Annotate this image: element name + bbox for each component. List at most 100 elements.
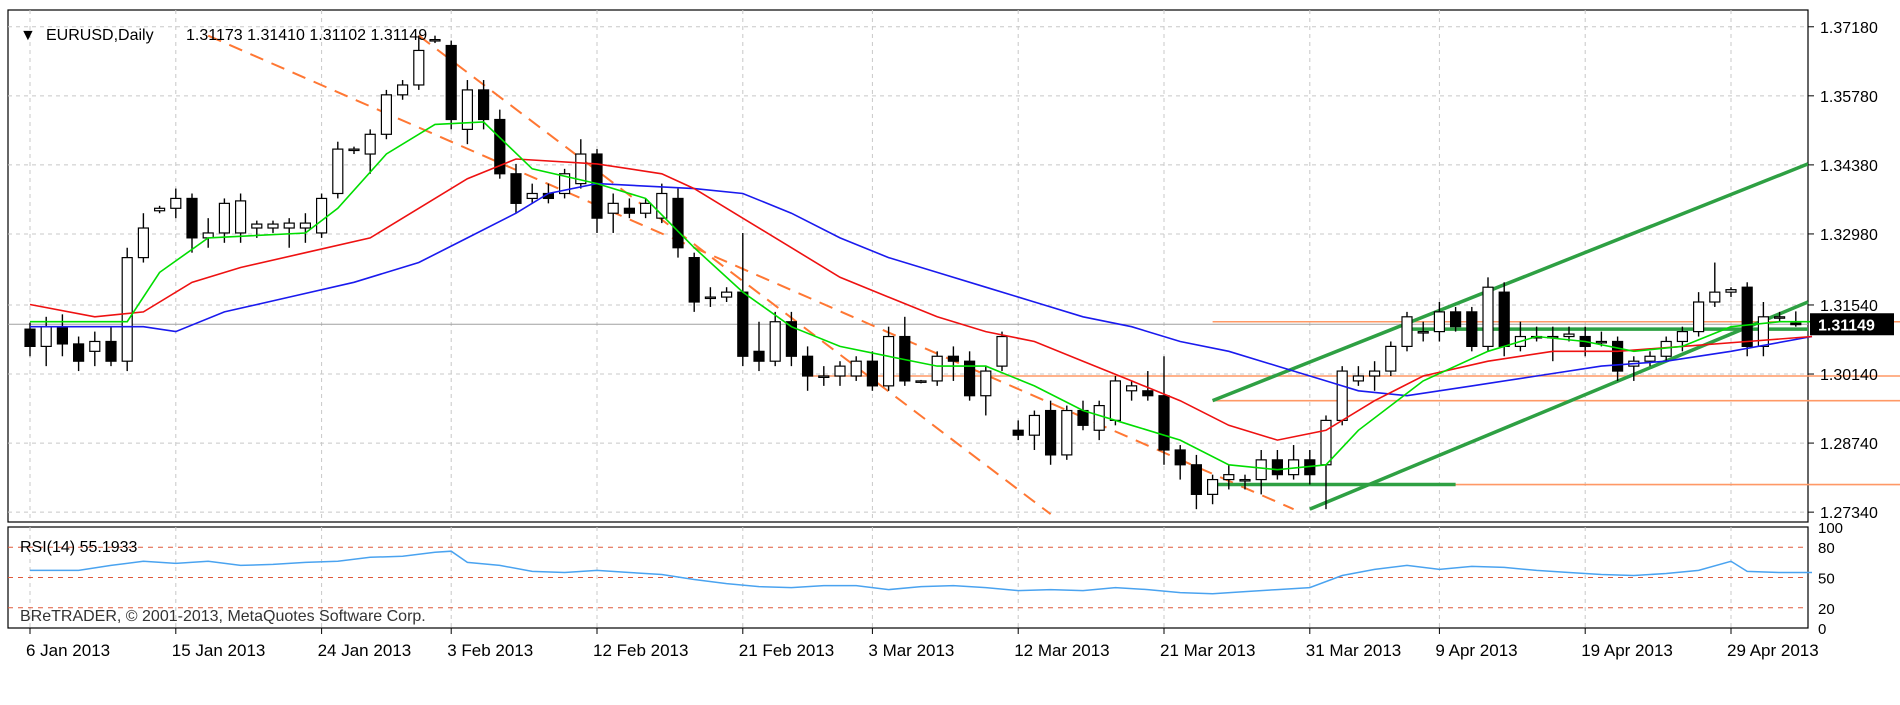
- bull-candle-body: [1725, 289, 1737, 293]
- bull-candle-body: [720, 291, 733, 298]
- bull-candle-body: [1368, 370, 1381, 377]
- down-channel-line: [418, 34, 1052, 515]
- price-tick-label: 1.27340: [1820, 505, 1878, 522]
- bull-candle-body: [704, 296, 717, 300]
- bull-candle-body: [1125, 385, 1138, 392]
- bull-candle-body: [316, 197, 328, 234]
- bull-candle-body: [882, 335, 895, 387]
- symbol-label: EURUSD,Daily: [46, 27, 154, 44]
- bear-candle-body: [623, 207, 636, 214]
- bull-candle-body: [639, 202, 652, 214]
- date-tick-label: 31 Mar 2013: [1306, 641, 1401, 660]
- bull-candle-body: [818, 375, 830, 378]
- bull-candle-body: [1061, 409, 1073, 456]
- bull-candle-body: [1773, 316, 1786, 319]
- bull-candle-body: [1336, 370, 1348, 421]
- up-channel-line: [1309, 300, 1809, 511]
- price-tick-label: 1.35780: [1820, 89, 1878, 106]
- price-tick-label: 1.37180: [1820, 20, 1878, 37]
- bear-candle-body: [963, 360, 976, 397]
- bull-candle-body: [1239, 478, 1251, 482]
- bear-candle-body: [1158, 395, 1170, 451]
- bull-candle-body: [1028, 414, 1041, 436]
- bear-candle-body: [494, 118, 506, 175]
- date-tick-label: 19 Apr 2013: [1581, 641, 1673, 660]
- bull-candle-body: [121, 257, 133, 362]
- bear-candle-body: [1142, 390, 1154, 397]
- price-pane: [7, 9, 1809, 523]
- bull-candle-body: [1692, 301, 1705, 333]
- price-tick-label: 1.28740: [1820, 436, 1878, 453]
- bear-candle-body: [801, 355, 814, 377]
- bear-candle-body: [186, 197, 198, 239]
- ma-fast-line: [30, 121, 1812, 471]
- bull-candle-body: [1482, 286, 1494, 348]
- bull-candle-body: [218, 202, 230, 234]
- bear-candle-body: [478, 89, 490, 121]
- bear-candle-body: [672, 197, 684, 249]
- price-tick-label: 1.32980: [1820, 227, 1878, 244]
- bear-candle-body: [753, 350, 765, 362]
- date-tick-label: 3 Mar 2013: [868, 641, 954, 660]
- bull-candle-body: [558, 173, 571, 195]
- bull-candle-body: [769, 321, 781, 362]
- current-price-marker: [1810, 313, 1894, 336]
- bull-candle-body: [40, 326, 52, 348]
- rsi-tick-label: 80: [1818, 540, 1835, 557]
- up-channel-line: [1211, 162, 1809, 403]
- bear-candle-body: [445, 44, 457, 121]
- bear-candle-body: [24, 328, 36, 348]
- bull-candle-body: [1595, 340, 1608, 344]
- bull-candle-body: [235, 200, 247, 234]
- bull-candle-body: [1385, 345, 1397, 372]
- rsi-tick-label: 50: [1818, 571, 1835, 588]
- bull-candle-body: [1676, 331, 1689, 343]
- price-tick-label: 1.34380: [1820, 158, 1878, 175]
- bull-candle-body: [267, 223, 279, 229]
- price-tick-label: 1.30140: [1820, 367, 1878, 384]
- bull-candle-body: [1644, 355, 1656, 362]
- bull-candle-body: [1223, 474, 1235, 481]
- bull-candle-body: [89, 340, 101, 352]
- bear-candle-body: [866, 360, 879, 387]
- bear-candle-body: [1012, 429, 1024, 436]
- date-tick-label: 12 Mar 2013: [1014, 641, 1109, 660]
- date-tick-label: 21 Feb 2013: [739, 641, 834, 660]
- bull-candle-body: [137, 227, 149, 259]
- rsi-layer: [8, 546, 1812, 609]
- bear-candle-body: [1271, 459, 1284, 476]
- bull-candle-body: [170, 197, 182, 209]
- rsi-tick-label: 20: [1818, 601, 1835, 618]
- ma-mid-line: [29, 158, 1813, 441]
- moving-averages: [29, 121, 1813, 471]
- date-tick-label: 9 Apr 2013: [1435, 641, 1517, 660]
- bull-candle-body: [332, 148, 344, 195]
- bear-candle-body: [737, 291, 749, 357]
- bull-candle-body: [154, 207, 166, 212]
- bull-candle-body: [1401, 316, 1413, 348]
- bull-candle-body: [1352, 375, 1365, 382]
- bear-candle-body: [1449, 311, 1462, 328]
- bull-candle-body: [413, 49, 425, 86]
- bull-candle-body: [1320, 419, 1332, 466]
- bull-candle-body: [1255, 459, 1267, 481]
- bull-candle-body: [364, 133, 376, 155]
- bear-candle-body: [1077, 409, 1089, 426]
- bull-candle-body: [526, 192, 538, 200]
- bull-candle-body: [656, 192, 668, 219]
- bear-candle-body: [947, 355, 960, 362]
- bull-candle-body: [461, 89, 473, 130]
- bear-candle-body: [591, 153, 603, 219]
- price-tick-label: 1.31540: [1820, 298, 1878, 315]
- bull-candle-body: [1093, 404, 1105, 431]
- bull-candle-body: [607, 202, 619, 214]
- bull-candle-body: [1563, 333, 1575, 338]
- ohlc-label: 1.31173 1.31410 1.31102 1.31149: [186, 27, 427, 44]
- bull-candle-body: [1417, 331, 1429, 334]
- header-arrow[interactable]: ▼: [20, 27, 36, 44]
- bear-candle-body: [56, 326, 69, 345]
- bull-candle-body: [1206, 478, 1219, 495]
- bull-candle-body: [1709, 291, 1721, 303]
